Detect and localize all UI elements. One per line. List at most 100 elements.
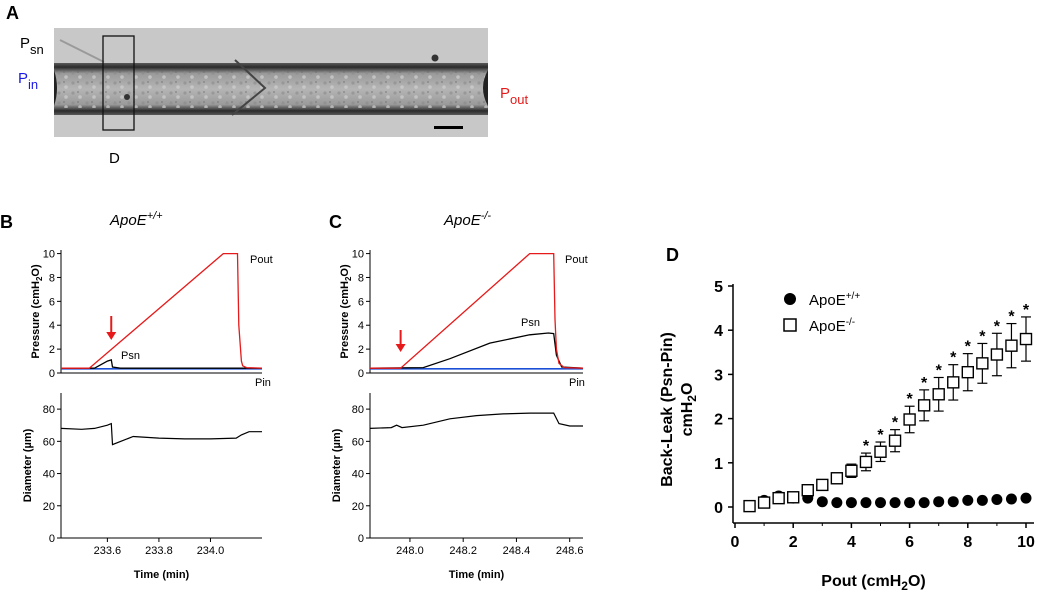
pressure-y-tick-label: 10	[43, 249, 55, 261]
point-apoe-wt	[845, 497, 857, 509]
y-tick-label: 3	[714, 367, 723, 384]
point-apoe-wt	[918, 497, 930, 509]
pout-label: Pout	[250, 254, 273, 266]
x-axis-label: Pout (cmH2O)	[821, 573, 925, 592]
series-pout-line	[61, 252, 263, 369]
point-apoe-ko	[757, 496, 771, 509]
legend-label-ko: ApoE-/-	[809, 317, 855, 335]
significance-star: *	[1008, 309, 1015, 326]
diameter-y-tick-label: 60	[43, 436, 55, 448]
point-apoe-ko	[1019, 332, 1033, 346]
diameter-y-tick-label: 60	[352, 436, 364, 448]
pressure-y-tick-label: 8	[358, 272, 364, 284]
point-apoe-ko	[947, 376, 960, 389]
pin-label: Pin	[255, 377, 271, 389]
diameter-y-tick-label: 80	[352, 404, 364, 416]
psn-label: Psn	[20, 35, 44, 57]
x-tick-label: 8	[963, 534, 972, 551]
pressure-y-tick-label: 4	[358, 320, 364, 332]
chart-c: 0 2 4 6 8 10 Pressure (cmH2O) Pout Psn Pin 0 20 40 60…	[331, 249, 588, 581]
x-tick-label: 248.6	[556, 545, 584, 557]
x-tick-label: 4	[847, 534, 856, 551]
point-apoe-wt	[889, 497, 901, 509]
panel-label-b: B	[0, 212, 13, 232]
arrow-head	[395, 344, 406, 352]
series-psn-line	[61, 359, 262, 369]
panel-label-c: C	[329, 212, 342, 232]
debris	[124, 94, 130, 100]
legend-label-wt: ApoE+/+	[809, 291, 860, 309]
chart-c-title: ApoE-/-	[443, 210, 491, 229]
y-tick-label: 0	[714, 500, 723, 517]
pressure-y-tick-label: 10	[352, 249, 364, 261]
x-tick-label: 248.2	[449, 545, 477, 557]
pressure-y-label: Pressure (cmH2O)	[30, 264, 44, 359]
pout-label: Pout	[565, 254, 588, 266]
significance-star: *	[1023, 302, 1030, 319]
pin-label: Pin	[18, 70, 38, 92]
y-tick-label: 5	[714, 279, 723, 296]
pin-label: Pin	[569, 377, 585, 389]
diameter-y-tick-label: 40	[352, 469, 364, 481]
point-apoe-ko	[801, 484, 814, 497]
y-tick-label: 4	[714, 323, 723, 340]
point-apoe-ko	[772, 491, 785, 505]
point-apoe-wt	[991, 493, 1003, 505]
y-axis-label: Back-Leak (Psn-Pin)	[659, 332, 676, 487]
point-apoe-wt	[976, 494, 988, 506]
pressure-y-tick-label: 6	[49, 296, 55, 308]
chart-b-title: ApoE+/+	[109, 210, 163, 229]
pipette-in	[54, 70, 57, 106]
point-apoe-ko	[888, 434, 902, 447]
pressure-y-tick-label: 4	[49, 320, 55, 332]
series-pout-line	[370, 252, 584, 369]
diameter-y-tick-label: 80	[43, 404, 55, 416]
x-tick-label: 2	[789, 534, 798, 551]
significance-star: *	[979, 328, 986, 345]
x-tick-label: 248.0	[396, 545, 424, 557]
point-apoe-wt	[947, 496, 959, 508]
x-tick-label: 233.8	[145, 545, 173, 557]
point-apoe-ko	[830, 472, 844, 485]
point-apoe-wt	[816, 496, 828, 508]
y-tick-label: 1	[714, 456, 723, 473]
d-label: D	[109, 150, 120, 167]
point-apoe-ko	[903, 413, 916, 426]
x-tick-label: 234.0	[197, 545, 225, 557]
legend-marker-wt	[784, 293, 796, 305]
scale-bar	[434, 126, 463, 129]
point-apoe-ko	[743, 499, 756, 513]
diameter-y-tick-label: 0	[49, 533, 55, 545]
legend-marker-ko	[783, 318, 797, 332]
significance-star: *	[950, 350, 957, 367]
diameter-line	[60, 422, 262, 446]
point-apoe-ko	[859, 455, 873, 469]
pipette-sn	[59, 39, 105, 63]
point-apoe-ko	[990, 348, 1004, 361]
point-apoe-wt	[904, 497, 916, 509]
x-axis-label: Time (min)	[449, 569, 505, 581]
x-tick-label: 248.4	[503, 545, 531, 557]
point-apoe-ko	[874, 445, 887, 458]
x-tick-label: 6	[905, 534, 914, 551]
point-apoe-ko	[1005, 339, 1018, 352]
x-axis-label: Time (min)	[134, 569, 190, 581]
diameter-roi-box	[102, 35, 135, 131]
point-apoe-wt	[1020, 492, 1032, 504]
significance-star: *	[936, 362, 943, 379]
point-apoe-ko	[816, 478, 829, 492]
pressure-y-tick-label: 6	[358, 296, 364, 308]
point-apoe-wt	[962, 494, 974, 506]
panel-label-a: A	[6, 3, 19, 23]
diameter-y-tick-label: 20	[352, 501, 364, 513]
pout-label: Pout	[500, 85, 528, 107]
significance-star: *	[877, 427, 884, 444]
series-psn-line	[369, 332, 584, 369]
point-apoe-ko	[787, 491, 800, 504]
pressure-y-tick-label: 8	[49, 272, 55, 284]
significance-star: *	[892, 415, 899, 432]
psn-label: Psn	[121, 350, 140, 362]
diameter-y-tick-label: 40	[43, 469, 55, 481]
point-apoe-ko	[845, 464, 858, 477]
panel-label-d: D	[666, 245, 679, 265]
